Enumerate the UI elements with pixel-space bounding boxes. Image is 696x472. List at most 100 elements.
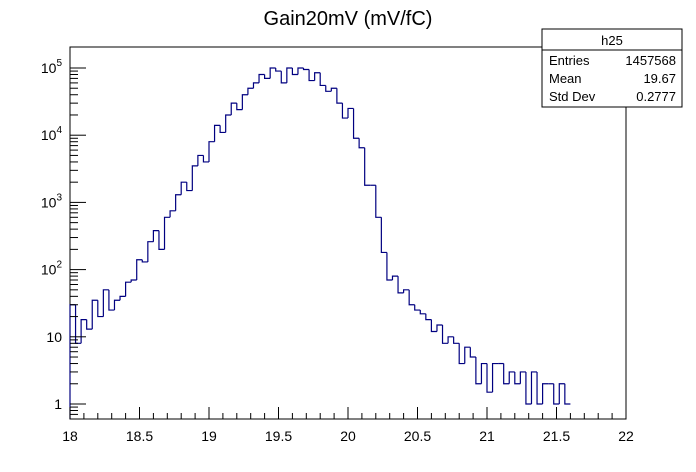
histogram-bin: [441, 324, 449, 344]
axes: 18 18.5 19 19.5 20 20.5 21 21.5 22 1 10 102 103 104 10…: [41, 58, 634, 444]
histogram-bin: [113, 299, 121, 311]
x-tick-label: 19: [201, 428, 217, 444]
histogram-bin: [219, 125, 226, 134]
histogram-bin: [225, 114, 232, 133]
histogram-bin: [397, 276, 404, 294]
histogram-bin: [163, 216, 171, 250]
histogram-bin: [319, 72, 326, 87]
histogram-bin: [358, 138, 365, 149]
y-tick-label: 102: [41, 260, 63, 278]
histogram-bin: [525, 371, 532, 405]
histogram-bin: [241, 94, 248, 110]
histogram-bin: [230, 102, 237, 115]
stats-stddev-value: 0.2777: [636, 89, 676, 104]
histogram-bin: [458, 343, 465, 365]
histogram-bin: [380, 217, 387, 254]
histogram-bin: [375, 185, 382, 218]
histogram-bin: [130, 279, 137, 283]
histogram-bin: [414, 304, 421, 311]
histogram-bin: [386, 252, 393, 281]
x-tick-label: 20.5: [404, 428, 431, 444]
histogram-bin: [236, 103, 243, 111]
histogram-bin: [453, 336, 460, 344]
histogram-bin: [514, 371, 521, 385]
histogram-bin: [341, 103, 348, 119]
histogram-bin: [119, 295, 126, 301]
histogram-bin: [147, 241, 154, 262]
histogram-bin: [197, 154, 204, 166]
stats-entries-value: 1457568: [625, 53, 676, 68]
histogram-bin: [564, 383, 571, 405]
stats-box-frame: [541, 28, 683, 108]
histogram-bin: [269, 67, 276, 79]
histogram-bin: [286, 67, 293, 83]
histogram-bin: [347, 107, 354, 119]
chart-title: Gain20mV (mV/fC): [264, 8, 433, 30]
histogram-bin: [325, 85, 332, 92]
histogram-bin: [352, 108, 360, 139]
histogram-bin: [330, 87, 337, 92]
histogram-bin: [213, 124, 221, 142]
histogram-bin: [141, 259, 148, 263]
histogram-bin: [297, 67, 304, 75]
histogram-bin: [480, 362, 487, 384]
histogram-bin: [419, 310, 426, 315]
stats-stddev-label: Std Dev: [549, 89, 596, 104]
histogram-bin: [391, 275, 399, 281]
histogram-bin: [464, 346, 471, 364]
stats-entries-label: Entries: [549, 53, 590, 68]
histogram-bin: [308, 69, 315, 82]
histogram-bin: [430, 319, 437, 333]
histogram-bin: [175, 194, 182, 211]
y-tick-label: 104: [41, 125, 63, 143]
stats-mean-label: Mean: [549, 71, 582, 86]
histogram-bin: [252, 82, 260, 89]
x-tick-label: 20: [340, 428, 356, 444]
histogram-bin: [186, 182, 193, 192]
histogram-bin: [275, 68, 282, 72]
histogram-bin: [503, 363, 510, 385]
stats-box: h25 Entries 1457568 Mean 19.67 Std Dev 0…: [541, 28, 683, 108]
histogram-bin: [280, 71, 287, 84]
histogram-bin: [336, 88, 343, 104]
histogram-bin: [258, 73, 265, 83]
histogram-bin: [80, 319, 87, 344]
x-tick-label: 21.5: [543, 428, 570, 444]
histogram-bin: [202, 155, 209, 163]
x-tick-label: 19.5: [265, 428, 292, 444]
histogram-bin: [508, 371, 515, 384]
histogram-bin: [491, 362, 499, 393]
histogram-bin: [108, 289, 115, 311]
histogram-bin: [102, 289, 109, 317]
x-tick-label: 18: [62, 428, 78, 444]
histogram-bin: [486, 363, 493, 393]
histogram-bin: [530, 371, 538, 404]
histogram-bin: [558, 383, 565, 404]
histogram-bin: [97, 300, 104, 318]
histogram-bin: [447, 336, 454, 344]
x-tick-label: 22: [618, 428, 634, 444]
histogram-bin: [302, 68, 310, 71]
histogram-bin: [136, 259, 143, 281]
histogram-bin: [69, 304, 76, 419]
histogram-bin: [291, 68, 298, 76]
histogram-bin: [158, 230, 165, 250]
stats-mean-value: 19.67: [643, 71, 676, 86]
histogram-bin: [364, 147, 371, 186]
histogram-bin: [469, 347, 476, 358]
histogram-bin: [436, 324, 443, 332]
histogram-bin: [542, 383, 549, 404]
histogram-bin: [314, 72, 321, 81]
y-tick-label: 1: [54, 396, 62, 412]
histogram-bin: [180, 181, 187, 195]
histogram-bin: [403, 289, 410, 293]
histogram-bin: [553, 383, 560, 405]
histogram-bin: [74, 304, 82, 344]
histogram-bin: [247, 87, 254, 95]
histogram-bin: [408, 289, 415, 306]
histogram-bin: [536, 371, 543, 405]
y-tick-label: 10: [46, 329, 62, 345]
x-tick-label: 21: [479, 428, 495, 444]
histogram-bin: [152, 230, 159, 242]
